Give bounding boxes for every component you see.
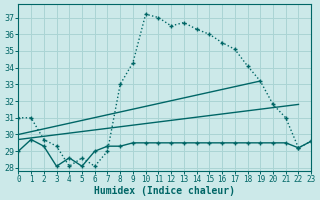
X-axis label: Humidex (Indice chaleur): Humidex (Indice chaleur) <box>94 186 235 196</box>
